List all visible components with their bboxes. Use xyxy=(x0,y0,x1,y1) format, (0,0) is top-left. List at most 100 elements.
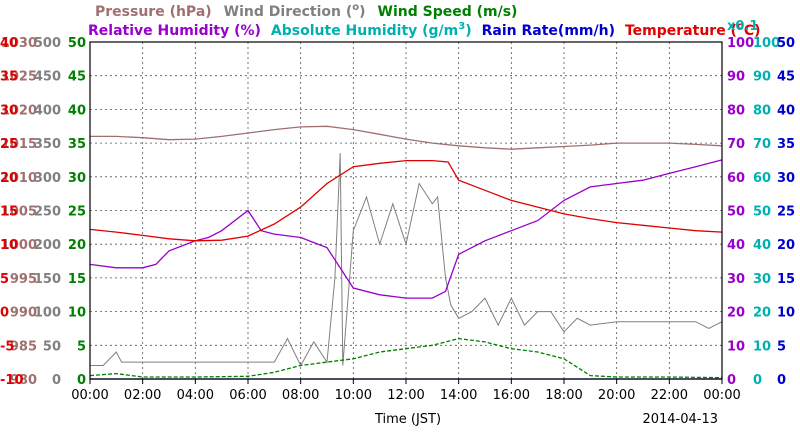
chart-legend: Pressure (hPa) Wind Direction (o) Wind Spe… xyxy=(88,2,761,39)
axis-5-ticks: 0 5 10 15 20 25 30 35 40 45 50 xyxy=(777,36,795,388)
y-tick-label: 1020 xyxy=(1,103,37,118)
y-tick-label: 70 xyxy=(727,137,745,152)
y-tick-label: 70 xyxy=(753,137,771,152)
series-line-2 xyxy=(89,337,723,379)
x-tick-label: 06:00 xyxy=(229,388,266,403)
y-tick-label: 995 xyxy=(10,272,37,287)
series-line-1 xyxy=(90,153,723,367)
y-tick-label: 50 xyxy=(777,36,795,51)
y-tick-label: 50 xyxy=(68,36,86,51)
axis-6-ticks: -10 -5 0 5 10 15 20 25 30 35 40 xyxy=(0,36,24,388)
y-tick-label: 100 xyxy=(34,306,61,321)
y-tick-label: 990 xyxy=(10,306,37,321)
y-tick-label: 25 xyxy=(68,205,86,220)
y-tick-label: 45 xyxy=(68,70,86,85)
y-tick-label: 1000 xyxy=(1,238,37,253)
y-tick-label: 50 xyxy=(753,205,771,220)
y-tick-label: 100 xyxy=(727,36,754,51)
x-tick-label: 14:00 xyxy=(440,388,477,403)
y-tick-label: 40 xyxy=(727,238,745,253)
x-tick-label: 22:00 xyxy=(651,388,688,403)
y-tick-label: 5 xyxy=(777,339,786,354)
y-tick-label: 20 xyxy=(68,238,86,253)
y-tick-label: 90 xyxy=(753,70,771,85)
y-tick-label: 25 xyxy=(777,205,795,220)
y-tick-label: 20 xyxy=(0,171,18,186)
y-tick-label: 15 xyxy=(0,205,18,220)
y-tick-label: 1005 xyxy=(1,205,37,220)
legend-entry: Wind Direction (o) xyxy=(224,2,366,20)
x-tick-label: 02:00 xyxy=(124,388,161,403)
legend-entry: Temperature (oC) xyxy=(625,21,761,39)
y-tick-label: 20 xyxy=(727,306,745,321)
y-tick-label: 35 xyxy=(0,70,18,85)
legend-entry: Relative Humidity (%) xyxy=(88,23,261,39)
y-tick-label: -10 xyxy=(0,373,24,388)
y-tick-label: 1030 xyxy=(1,36,37,51)
y-tick-label: 0 xyxy=(52,373,61,388)
x-tick-label: 08:00 xyxy=(282,388,319,403)
axis-tick-labels: 9809859909951000100510101015102010251030… xyxy=(0,19,795,388)
legend-entry: Wind Speed (m/s) xyxy=(378,4,518,20)
y-tick-label: 20 xyxy=(777,238,795,253)
y-tick-label: 25 xyxy=(0,137,18,152)
series-line-3 xyxy=(89,159,723,299)
y-tick-label: 90 xyxy=(727,70,745,85)
y-tick-label: 980 xyxy=(10,373,37,388)
y-tick-label: 150 xyxy=(34,272,61,287)
y-tick-label: 10 xyxy=(727,339,745,354)
y-tick-label: 35 xyxy=(777,137,795,152)
y-tick-label: 500 xyxy=(34,36,61,51)
y-tick-label: 1025 xyxy=(1,70,37,85)
y-tick-label: 60 xyxy=(753,171,771,186)
y-tick-label: 80 xyxy=(727,103,745,118)
series-line-6 xyxy=(89,159,723,242)
y-tick-label: 0 xyxy=(753,373,762,388)
x-tick-label: 16:00 xyxy=(493,388,530,403)
y-tick-label: 10 xyxy=(68,306,86,321)
series-line-0 xyxy=(90,125,723,150)
y-tick-label: 200 xyxy=(34,238,61,253)
y-tick-label: 5 xyxy=(77,339,86,354)
y-tick-label: 350 xyxy=(34,137,61,152)
y-tick-label: 15 xyxy=(68,272,86,287)
y-tick-label: 450 xyxy=(34,70,61,85)
y-tick-label: 250 xyxy=(34,205,61,220)
y-tick-label: 60 xyxy=(727,171,745,186)
chart-date: 2014-04-13 xyxy=(642,412,718,427)
y-tick-label: 40 xyxy=(68,103,86,118)
y-tick-label: 0 xyxy=(777,373,786,388)
y-tick-label: 0 xyxy=(0,306,9,321)
y-tick-label: 0 xyxy=(727,373,736,388)
x-tick-label: 20:00 xyxy=(598,388,635,403)
axis-1-ticks: 0 50 100 150 200 250 300 350 400 450 500 xyxy=(34,36,61,388)
x-axis: 00:00 02:00 04:00 06:00 08:00 10:00 12:00 14:00… xyxy=(71,379,741,403)
y-tick-label: 20 xyxy=(753,306,771,321)
y-tick-label: 1010 xyxy=(1,171,37,186)
y-tick-label: 30 xyxy=(777,171,795,186)
y-tick-label: 10 xyxy=(0,238,18,253)
y-tick-label: 100 xyxy=(753,36,780,51)
legend-entry: Pressure (hPa) xyxy=(95,4,212,20)
y-tick-label: 50 xyxy=(727,205,745,220)
y-tick-label: 80 xyxy=(753,103,771,118)
y-tick-label: 45 xyxy=(777,70,795,85)
x-tick-label: 10:00 xyxy=(335,388,372,403)
y-tick-label: 50 xyxy=(43,339,61,354)
y-tick-label: 15 xyxy=(777,272,795,287)
y-tick-label: 30 xyxy=(68,171,86,186)
x-axis-label: Time (JST) xyxy=(374,412,441,427)
y-tick-label: 400 xyxy=(34,103,61,118)
y-tick-label: -5 xyxy=(0,339,14,354)
x-tick-label: 18:00 xyxy=(545,388,582,403)
axis-3-ticks: 0 10 20 30 40 50 60 70 80 90 100 xyxy=(727,36,754,388)
y-tick-label: 40 xyxy=(753,238,771,253)
y-tick-label: 30 xyxy=(0,103,18,118)
y-tick-label: 985 xyxy=(10,339,37,354)
y-tick-label: 1015 xyxy=(1,137,37,152)
y-tick-label: 10 xyxy=(753,339,771,354)
y-tick-label: 35 xyxy=(68,137,86,152)
